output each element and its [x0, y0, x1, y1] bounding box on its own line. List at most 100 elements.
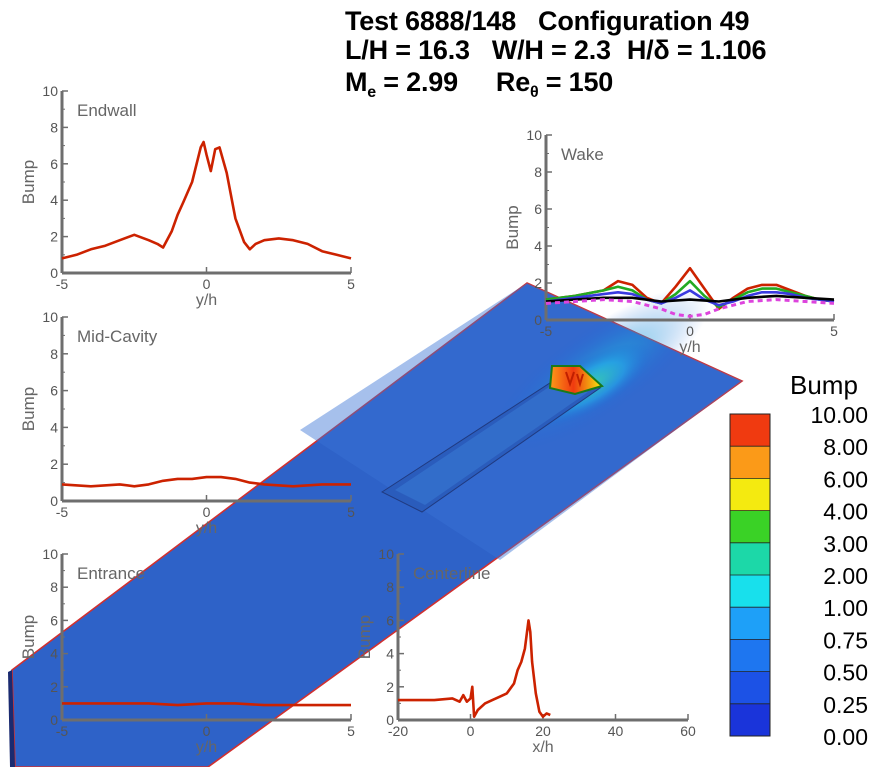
y-axis-label: Bump — [19, 387, 38, 431]
mach-subscript: e — [367, 84, 376, 101]
chart-title: Wake — [561, 145, 604, 164]
y-tick-label: 2 — [50, 456, 58, 472]
x-tick-label: -5 — [56, 276, 69, 292]
colorbar-segment — [730, 446, 770, 479]
y-tick-label: 0 — [386, 712, 394, 728]
colorbar-segment — [730, 575, 770, 608]
x-tick-label: -5 — [540, 323, 553, 339]
colorbar-label: 8.00 — [823, 434, 868, 460]
mach-number: Me = 2.99 — [345, 67, 458, 101]
y-tick-label: 10 — [42, 83, 58, 99]
y-tick-label: 4 — [50, 192, 58, 208]
colorbar-label: 4.00 — [823, 499, 868, 525]
colorbar-label: 0.25 — [823, 692, 868, 718]
reynolds-symbol: Re — [495, 67, 531, 97]
y-tick-label: 6 — [386, 612, 394, 628]
y-tick-label: 10 — [526, 127, 542, 143]
y-tick-label: 0 — [50, 265, 58, 281]
chart-title: Centerline — [413, 564, 491, 583]
reynolds-subscript: θ — [530, 84, 539, 101]
colorbar-segment — [730, 414, 770, 447]
x-tick-label: 0 — [203, 276, 211, 292]
y-tick-label: 2 — [386, 679, 394, 695]
chart-title: Mid-Cavity — [77, 327, 158, 346]
surface-rendering — [8, 282, 744, 767]
y-tick-label: 2 — [50, 229, 58, 245]
x-tick-label: 40 — [608, 723, 624, 739]
x-tick-label: 5 — [347, 504, 355, 520]
y-tick-label: 10 — [42, 546, 58, 562]
x-tick-label: -5 — [56, 504, 69, 520]
colorbar-label: 6.00 — [823, 466, 868, 492]
x-tick-label: -5 — [56, 723, 69, 739]
header-line-1: Test 6888/148 Configuration 49 — [345, 6, 750, 36]
colorbar-segment — [730, 703, 770, 736]
reynolds-number: Reθ = 150 — [495, 67, 613, 101]
y-tick-label: 8 — [50, 119, 58, 135]
header-line-2: L/H = 16.3 W/H = 2.3 H/δ = 1.106 — [345, 35, 767, 65]
cavity-endwall-bump — [548, 365, 604, 396]
x-tick-label: 5 — [347, 723, 355, 739]
colorbar-segment — [730, 607, 770, 640]
y-tick-label: 8 — [534, 164, 542, 180]
x-tick-label: 0 — [467, 723, 475, 739]
mach-symbol: M — [345, 67, 368, 97]
bump-peaks — [565, 371, 584, 388]
width-ratio: W/H = 2.3 — [491, 35, 611, 65]
y-tick-label: 6 — [50, 383, 58, 399]
series-line-1 — [545, 279, 835, 309]
y-tick-label: 2 — [50, 679, 58, 695]
series-line-3 — [545, 294, 835, 303]
series-line-0 — [62, 702, 351, 707]
y-tick-label: 0 — [534, 312, 542, 328]
series-line-0 — [61, 140, 352, 260]
y-tick-label: 0 — [50, 712, 58, 728]
mach-value: = 2.99 — [376, 67, 458, 97]
colorbar-label: 0.00 — [823, 724, 868, 750]
y-tick-label: 4 — [386, 646, 394, 662]
y-tick-label: 4 — [534, 238, 542, 254]
y-tick-label: 6 — [50, 156, 58, 172]
chart-title: Endwall — [77, 101, 137, 120]
colorbar-segment — [730, 639, 770, 672]
x-axis-label: y/h — [196, 292, 217, 309]
x-axis-label: y/h — [679, 339, 700, 356]
configuration: Configuration 49 — [538, 6, 750, 36]
x-axis-label: y/h — [196, 739, 217, 756]
y-axis-label: Bump — [19, 615, 38, 659]
y-tick-label: 4 — [50, 646, 58, 662]
x-tick-label: 60 — [680, 723, 696, 739]
cavity-floor — [395, 385, 588, 505]
y-tick-label: 2 — [534, 275, 542, 291]
colorbar-label: 0.50 — [823, 660, 868, 686]
colorbar-label: 1.00 — [823, 595, 868, 621]
y-tick-label: 8 — [50, 579, 58, 595]
x-tick-label: 0 — [203, 723, 211, 739]
y-tick-label: 6 — [50, 612, 58, 628]
series-line-0 — [61, 475, 351, 488]
x-tick-label: 5 — [347, 276, 355, 292]
plate-front-edge — [8, 670, 15, 767]
colorbar-title: Bump — [790, 370, 858, 400]
x-tick-label: 20 — [535, 723, 551, 739]
header-line-3: Me = 2.99 Reθ = 150 — [345, 67, 613, 101]
series-line-0 — [545, 266, 835, 311]
colorbar-label: 10.00 — [810, 402, 868, 428]
y-tick-label: 4 — [50, 419, 58, 435]
length-ratio: L/H = 16.3 — [345, 35, 470, 65]
test-id: Test 6888/148 — [345, 6, 517, 36]
y-axis-label: Bump — [355, 615, 374, 659]
x-tick-label: 0 — [686, 323, 694, 339]
colorbar-segment — [730, 510, 770, 543]
y-tick-label: 10 — [42, 309, 58, 325]
y-tick-label: 6 — [534, 201, 542, 217]
colorbar-segment — [730, 542, 770, 575]
chart-title: Entrance — [77, 564, 145, 583]
colorbar-segment — [730, 478, 770, 511]
colorbar-label: 3.00 — [823, 531, 868, 557]
